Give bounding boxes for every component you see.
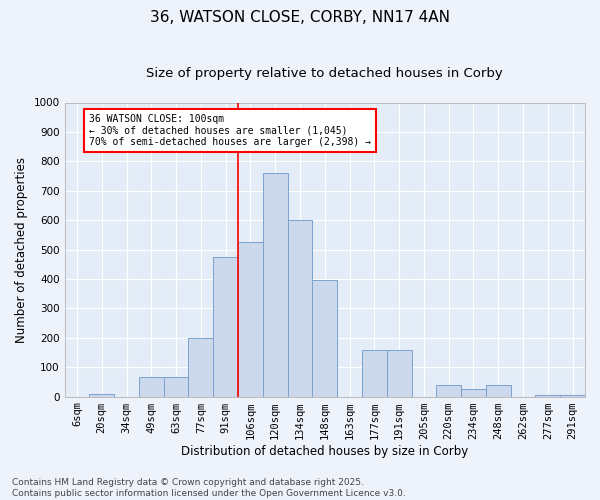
Bar: [139, 378, 164, 396]
Bar: [213, 257, 238, 396]
X-axis label: Distribution of detached houses by size in Corby: Distribution of detached houses by size …: [181, 444, 469, 458]
Bar: [313, 280, 337, 396]
Bar: [535, 395, 560, 396]
Text: 36 WATSON CLOSE: 100sqm
← 30% of detached houses are smaller (1,045)
70% of semi: 36 WATSON CLOSE: 100sqm ← 30% of detache…: [89, 114, 371, 148]
Bar: [188, 338, 213, 396]
Bar: [89, 394, 114, 396]
Y-axis label: Number of detached properties: Number of detached properties: [15, 156, 28, 342]
Bar: [362, 350, 387, 397]
Bar: [387, 350, 412, 397]
Bar: [560, 395, 585, 396]
Title: Size of property relative to detached houses in Corby: Size of property relative to detached ho…: [146, 68, 503, 80]
Bar: [238, 242, 263, 396]
Text: 36, WATSON CLOSE, CORBY, NN17 4AN: 36, WATSON CLOSE, CORBY, NN17 4AN: [150, 10, 450, 25]
Bar: [436, 385, 461, 396]
Bar: [287, 220, 313, 396]
Bar: [263, 173, 287, 396]
Bar: [486, 385, 511, 396]
Bar: [461, 389, 486, 396]
Text: Contains HM Land Registry data © Crown copyright and database right 2025.
Contai: Contains HM Land Registry data © Crown c…: [12, 478, 406, 498]
Bar: [164, 378, 188, 396]
